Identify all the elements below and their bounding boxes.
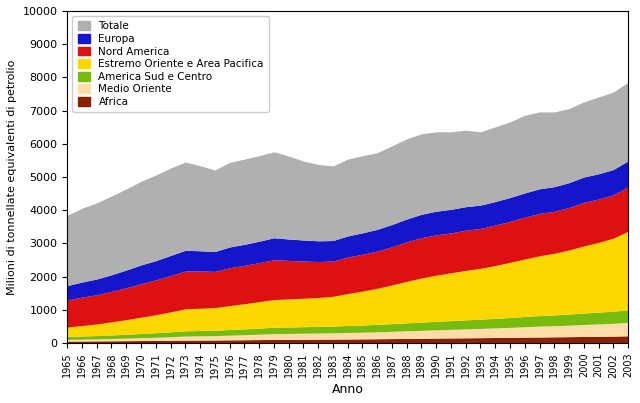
X-axis label: Anno: Anno (332, 383, 364, 396)
Legend: Totale, Europa, Nord America, Estremo Oriente e Area Pacifica, America Sud e Cen: Totale, Europa, Nord America, Estremo Or… (72, 16, 269, 112)
Y-axis label: Milioni di tonnellate equivalenti di petrolio: Milioni di tonnellate equivalenti di pet… (7, 59, 17, 295)
